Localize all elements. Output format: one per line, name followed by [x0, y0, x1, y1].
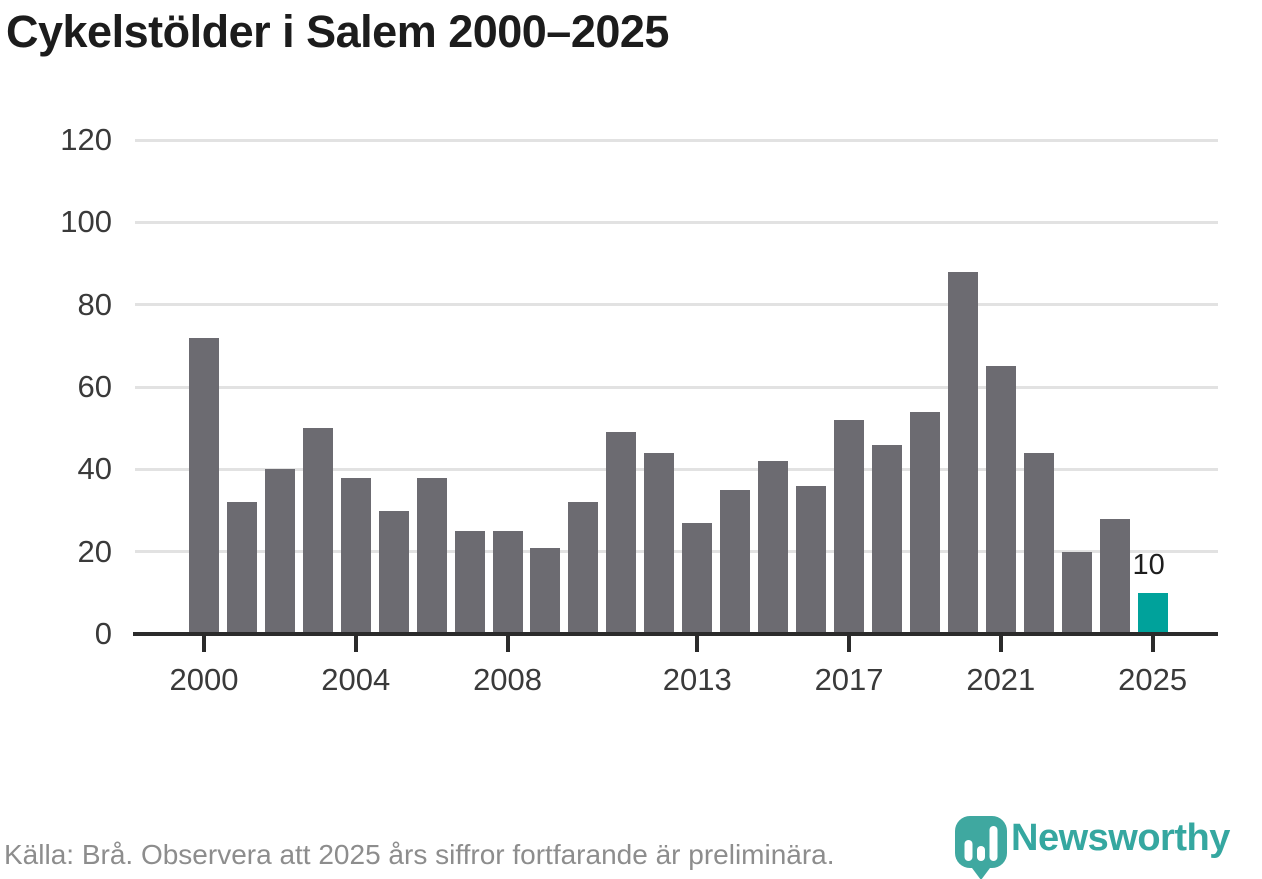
bar-2005 — [378, 510, 409, 634]
bar-2022 — [1023, 452, 1054, 634]
x-axis-tick-label: 2017 — [814, 662, 884, 697]
x-axis-tick — [202, 636, 206, 652]
bar-2011 — [606, 432, 637, 634]
x-axis-tick — [847, 636, 852, 652]
gridline-y100 — [135, 220, 1218, 224]
x-axis-tick-label: 2004 — [321, 662, 391, 697]
bar-2001 — [226, 502, 257, 634]
y-axis-tick-label: 100 — [60, 204, 112, 240]
gridline-y20 — [135, 550, 1218, 554]
y-axis-tick-label: 60 — [77, 369, 112, 404]
gridline-y60 — [135, 385, 1218, 389]
bar-2013 — [682, 522, 713, 634]
bar-2014 — [720, 489, 751, 634]
bar-2006 — [416, 477, 447, 634]
x-axis-tick-label: 2013 — [662, 662, 732, 697]
gridline-y120 — [135, 138, 1218, 142]
bar-2017 — [834, 419, 865, 634]
x-axis-tick-label: 2008 — [473, 662, 543, 697]
y-axis-tick-label: 40 — [77, 451, 112, 487]
bar-value-label: 10 — [1132, 548, 1165, 581]
bar-2025 — [1137, 592, 1168, 634]
bar-2015 — [758, 461, 789, 634]
bar-2007 — [454, 531, 485, 634]
gridline-y40 — [135, 467, 1218, 471]
x-axis-tick — [695, 636, 700, 652]
x-axis-tick — [505, 636, 510, 652]
x-axis-tick-label: 2000 — [169, 662, 239, 697]
x-axis-tick — [353, 636, 358, 652]
y-axis-tick-label: 20 — [77, 533, 112, 569]
bar-2021 — [985, 366, 1016, 634]
bar-2016 — [796, 485, 827, 634]
x-axis-tick — [998, 636, 1003, 652]
bar-2003 — [302, 428, 333, 634]
x-axis-line — [133, 632, 1218, 636]
bar-2019 — [909, 411, 940, 634]
source-text: Källa: Brå. Observera att 2025 års siffr… — [4, 839, 835, 870]
bar-2004 — [340, 477, 371, 634]
y-axis-tick-label: 120 — [60, 122, 112, 157]
newsworthy-logo-icon — [955, 816, 1007, 879]
y-axis-tick-label: 0 — [94, 616, 112, 651]
bar-2002 — [264, 469, 295, 634]
y-axis-tick-label: 80 — [77, 286, 112, 322]
bar-2000 — [189, 337, 219, 634]
bar-2018 — [871, 444, 902, 634]
chart-title: Cykelstölder i Salem 2000–2025 — [6, 6, 669, 57]
bar-2009 — [530, 547, 561, 634]
x-axis-tick-label: 2021 — [966, 662, 1036, 697]
bar-2024 — [1099, 518, 1130, 634]
footer: Källa: Brå. Observera att 2025 års siffr… — [4, 839, 1262, 871]
bar-2008 — [492, 531, 523, 634]
bar-2020 — [947, 271, 978, 634]
gridline-y80 — [135, 303, 1218, 307]
bar-2010 — [568, 502, 599, 634]
bar-2012 — [644, 452, 675, 634]
x-axis-tick-label: 2025 — [1118, 662, 1188, 697]
x-axis-tick — [1150, 636, 1155, 652]
bar-2023 — [1061, 551, 1092, 634]
newsworthy-wordmark: Newsworthy — [1011, 817, 1230, 859]
